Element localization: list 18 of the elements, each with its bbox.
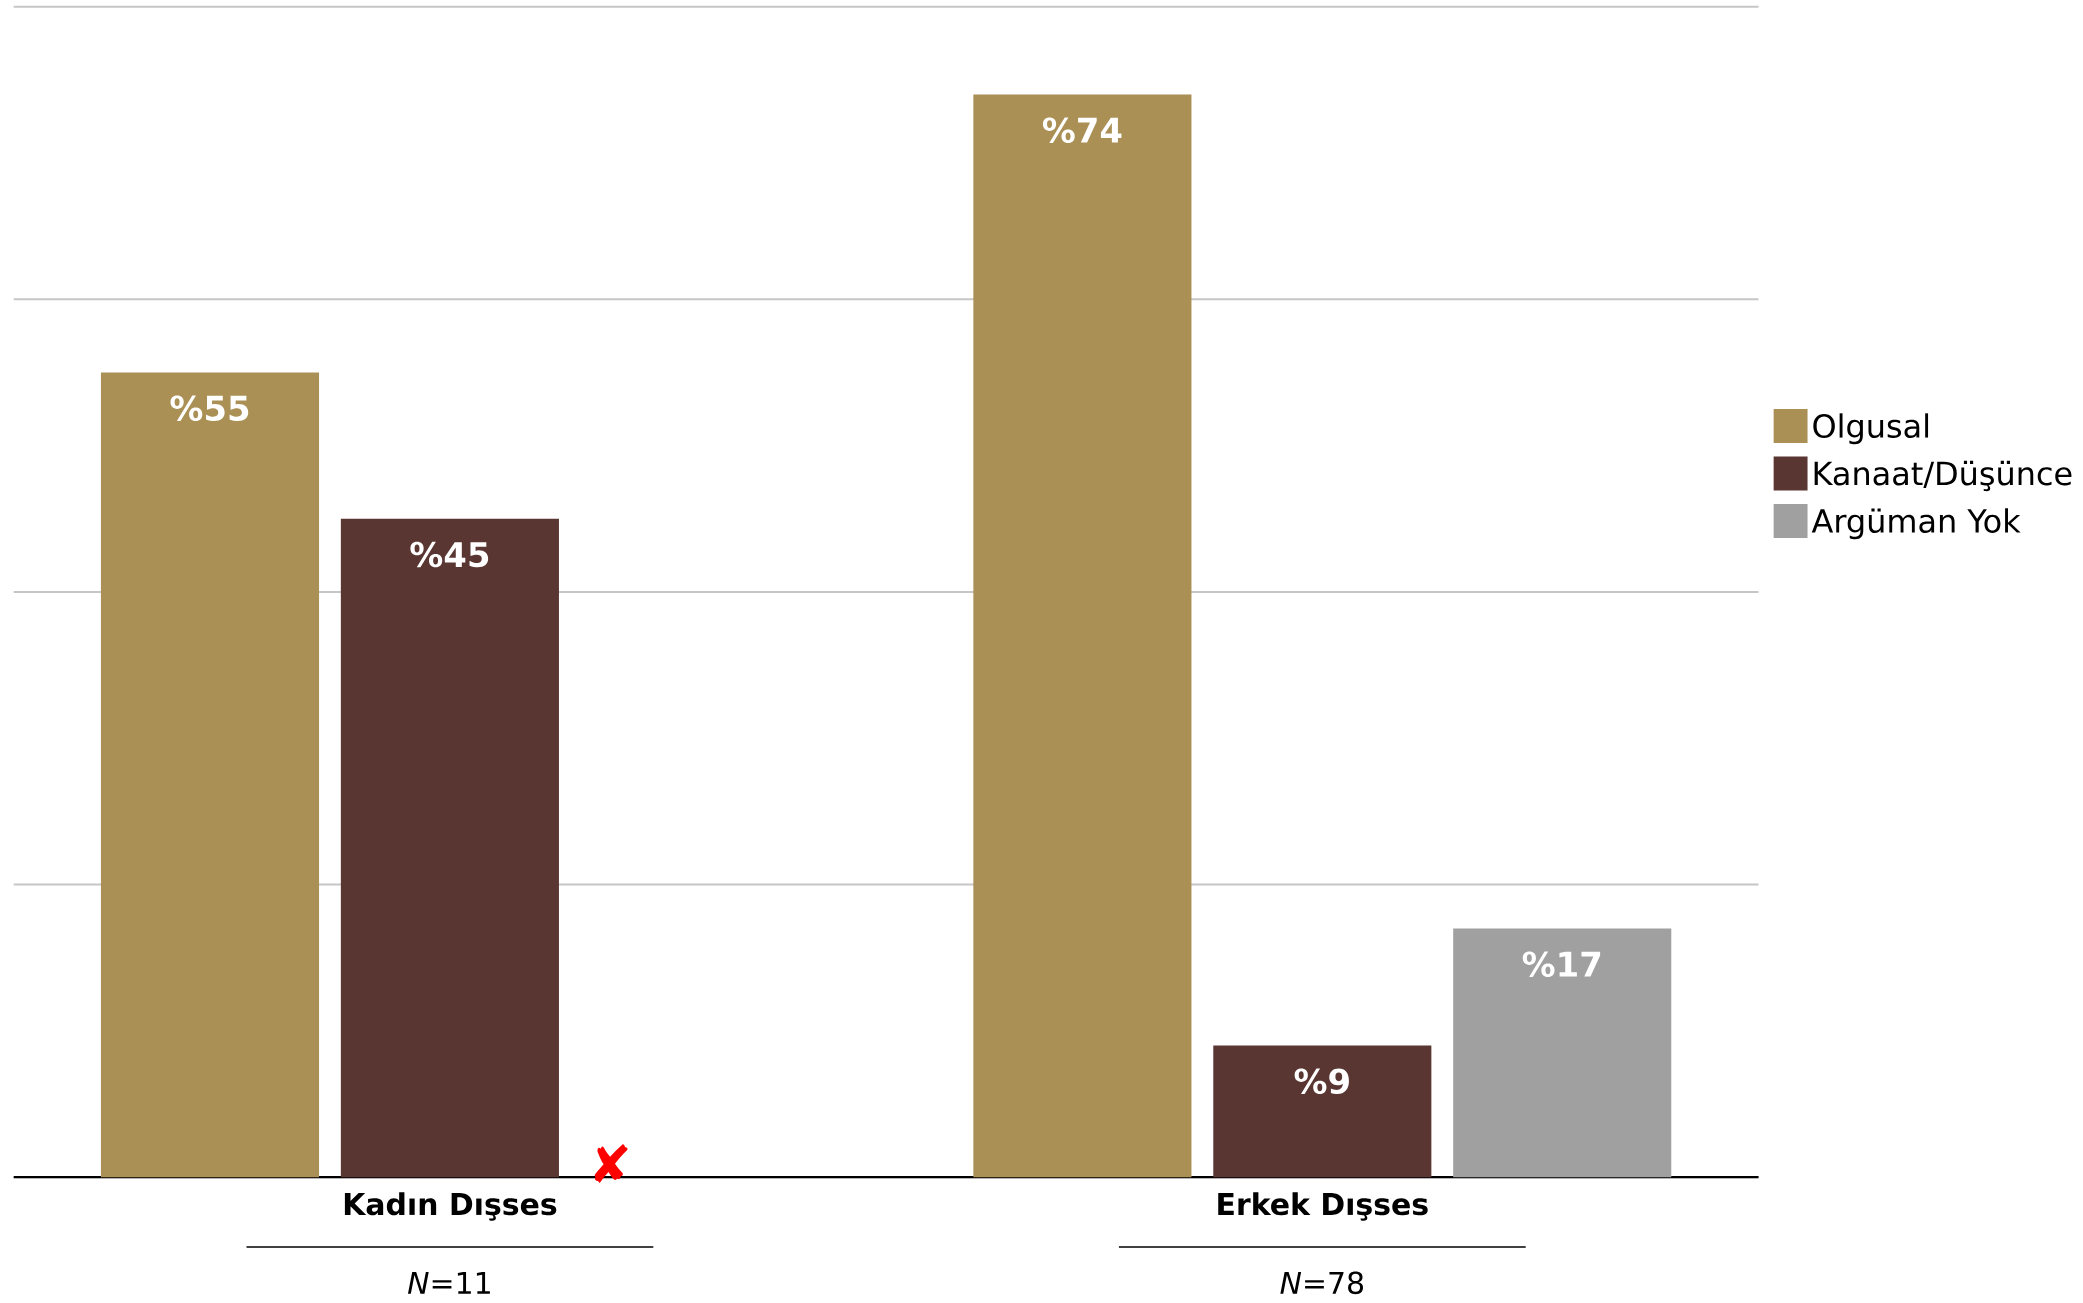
bar — [1213, 1045, 1432, 1178]
bar — [100, 372, 320, 1178]
x-tick-label: Kadın Dışses — [344, 1192, 557, 1221]
annotation: ✘ — [594, 1144, 628, 1183]
text: N=78 — [1280, 1271, 1364, 1295]
data-label: %74 — [1042, 117, 1122, 144]
legend-label: Argüman Yok — [1811, 508, 2021, 540]
data-label: %9 — [1294, 1068, 1349, 1095]
x-tick-label: Erkek Dışses — [1218, 1192, 1428, 1221]
bar — [1453, 928, 1672, 1178]
data-label: %45 — [410, 541, 489, 568]
bar — [973, 94, 1192, 1178]
data-label: %17 — [1522, 951, 1601, 978]
legend-label: Kanaat/Düşünce — [1814, 460, 2072, 492]
data-label: %55 — [170, 395, 249, 422]
text: N=11 — [407, 1272, 490, 1294]
bar — [340, 518, 559, 1178]
legend-label: Olgusal — [1813, 413, 1929, 445]
